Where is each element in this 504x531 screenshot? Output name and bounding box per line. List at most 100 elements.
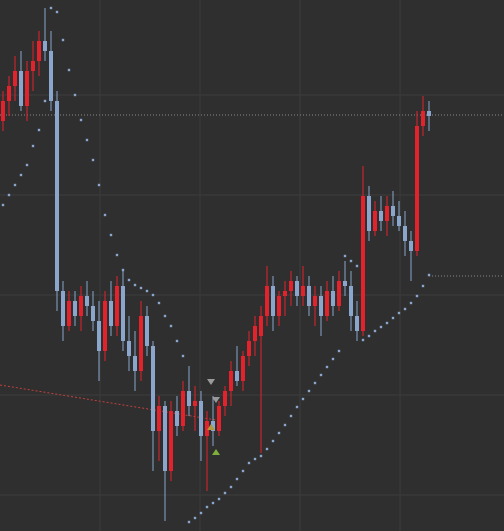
candle-body — [211, 421, 215, 431]
sar-dot — [61, 38, 65, 42]
candle-body — [205, 421, 209, 436]
candle-body — [397, 216, 401, 226]
candle-body — [313, 296, 317, 306]
sar-dot — [31, 144, 35, 148]
candle-body — [241, 356, 245, 381]
candle-body — [319, 296, 323, 316]
sar-dot — [193, 516, 197, 520]
sar-dot — [361, 338, 365, 342]
sar-dot — [313, 381, 317, 385]
candle-body — [157, 406, 161, 431]
candle-body — [7, 86, 11, 101]
sar-dot — [163, 314, 167, 318]
candle-body — [145, 316, 149, 346]
sar-dot — [19, 173, 23, 177]
sar-dot — [367, 334, 371, 338]
candle-body — [91, 306, 95, 321]
candle-body — [109, 301, 113, 326]
sar-dot — [331, 357, 335, 361]
sar-dot — [91, 158, 95, 162]
buy-marker — [207, 424, 215, 430]
sar-dot — [385, 321, 389, 325]
sar-dot — [169, 324, 173, 328]
candle-body — [127, 341, 131, 356]
candle-body — [181, 391, 185, 426]
sar-dot — [343, 254, 347, 258]
candle-body — [199, 401, 203, 436]
sar-dot — [265, 447, 269, 451]
buy-marker — [212, 449, 220, 455]
sar-dot — [211, 501, 215, 505]
sar-dot — [259, 454, 263, 458]
candle-body — [175, 411, 179, 426]
candle-body — [223, 391, 227, 406]
sar-dot — [13, 183, 17, 187]
candle-body — [115, 286, 119, 326]
sar-dot — [379, 325, 383, 329]
candle-body — [31, 61, 35, 71]
sell-marker — [207, 379, 215, 385]
candle-body — [25, 71, 29, 106]
sar-dot — [397, 311, 401, 315]
candle-body — [133, 356, 137, 371]
sar-dot — [349, 259, 353, 263]
candle-body — [61, 291, 65, 326]
candle-body — [67, 301, 71, 326]
candle-body — [163, 406, 167, 471]
candle-body — [229, 371, 233, 391]
candle-body — [289, 281, 293, 291]
sar-dot — [151, 293, 155, 297]
sar-dot — [49, 6, 53, 10]
candle-body — [403, 226, 407, 241]
candle-body — [301, 286, 305, 296]
sar-dot — [145, 289, 149, 293]
sar-dot — [139, 286, 143, 290]
sar-dot — [7, 193, 11, 197]
sar-dot — [241, 469, 245, 473]
sar-dot — [115, 253, 119, 257]
sar-dot — [1, 203, 5, 207]
candle-body — [1, 101, 5, 121]
sar-dot — [307, 389, 311, 393]
sar-dot — [181, 354, 185, 358]
sar-dot — [229, 485, 233, 489]
sar-dot — [187, 520, 191, 524]
sar-dot — [79, 118, 83, 122]
sar-dot — [355, 264, 359, 268]
candle-body — [361, 196, 365, 331]
sar-dot — [301, 397, 305, 401]
sar-dot — [121, 268, 125, 272]
sar-dot — [205, 505, 209, 509]
sar-dot — [295, 405, 299, 409]
sar-dot — [157, 301, 161, 305]
sar-dot — [223, 491, 227, 495]
candle-body — [43, 41, 47, 51]
candle-body — [349, 286, 353, 316]
candle-body — [73, 301, 77, 316]
candle-body — [79, 296, 83, 316]
sar-dot — [103, 213, 107, 217]
sar-dot — [427, 273, 431, 277]
sar-dot — [421, 284, 425, 288]
sar-dot — [43, 99, 47, 103]
candle-body — [253, 326, 257, 341]
candle-body — [85, 296, 89, 306]
sar-dot — [319, 373, 323, 377]
sar-dot — [403, 307, 407, 311]
sar-dot — [373, 329, 377, 333]
sell-marker — [212, 397, 220, 403]
sar-dot — [247, 461, 251, 465]
candle-body — [151, 346, 155, 431]
candle-body — [259, 316, 263, 336]
candle-body — [409, 241, 413, 251]
sar-dot — [97, 183, 101, 187]
sar-dot — [289, 414, 293, 418]
candle-body — [421, 111, 425, 126]
candle-body — [415, 126, 419, 251]
candle-body — [391, 206, 395, 216]
sar-dot — [337, 349, 341, 353]
sar-dot — [133, 283, 137, 287]
